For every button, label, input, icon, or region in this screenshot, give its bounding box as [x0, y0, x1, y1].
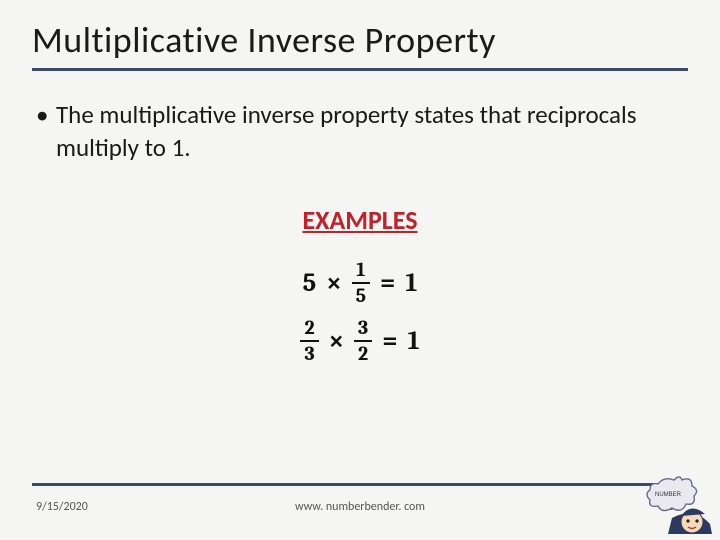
examples-label: EXAMPLES [32, 204, 688, 236]
eq2-fracB-den: 2 [354, 340, 372, 364]
body-text: The multiplicative inverse property stat… [32, 99, 688, 164]
eq2-fracA-num: 2 [300, 318, 318, 340]
eq1-rhs: 1 [405, 268, 417, 298]
slide-title: Multiplicative Inverse Property [32, 18, 688, 68]
equation-2: 2 3 × 3 2 = 1 [300, 318, 419, 364]
title-underline [32, 68, 688, 71]
eq1-operand-a: 5 [303, 268, 317, 298]
eq2-rhs: 1 [408, 326, 420, 356]
eq1-fraction: 1 5 [352, 260, 370, 306]
eq2-fracB-num: 3 [354, 318, 372, 340]
equation-1: 5 × 1 5 = 1 [303, 260, 418, 306]
cloud-text: NUMBER [655, 492, 682, 498]
equation-block: 5 × 1 5 = 1 2 3 × 3 2 = 1 [32, 260, 688, 364]
equals-sign: = [380, 268, 395, 298]
multiply-sign: × [326, 268, 341, 298]
eq2-fracA-den: 3 [300, 340, 318, 364]
equals-sign: = [382, 326, 397, 356]
multiply-sign: × [329, 326, 344, 356]
eq2-fraction-a: 2 3 [300, 318, 318, 364]
eq1-frac-den: 5 [352, 282, 370, 306]
footer-rule [32, 483, 688, 486]
slide: Multiplicative Inverse Property The mult… [0, 0, 720, 540]
footer-url: www. numberbender. com [0, 500, 720, 514]
eq2-fraction-b: 3 2 [354, 318, 372, 364]
cartoon-icon: NUMBER [642, 474, 712, 534]
eq1-frac-num: 1 [352, 260, 369, 282]
